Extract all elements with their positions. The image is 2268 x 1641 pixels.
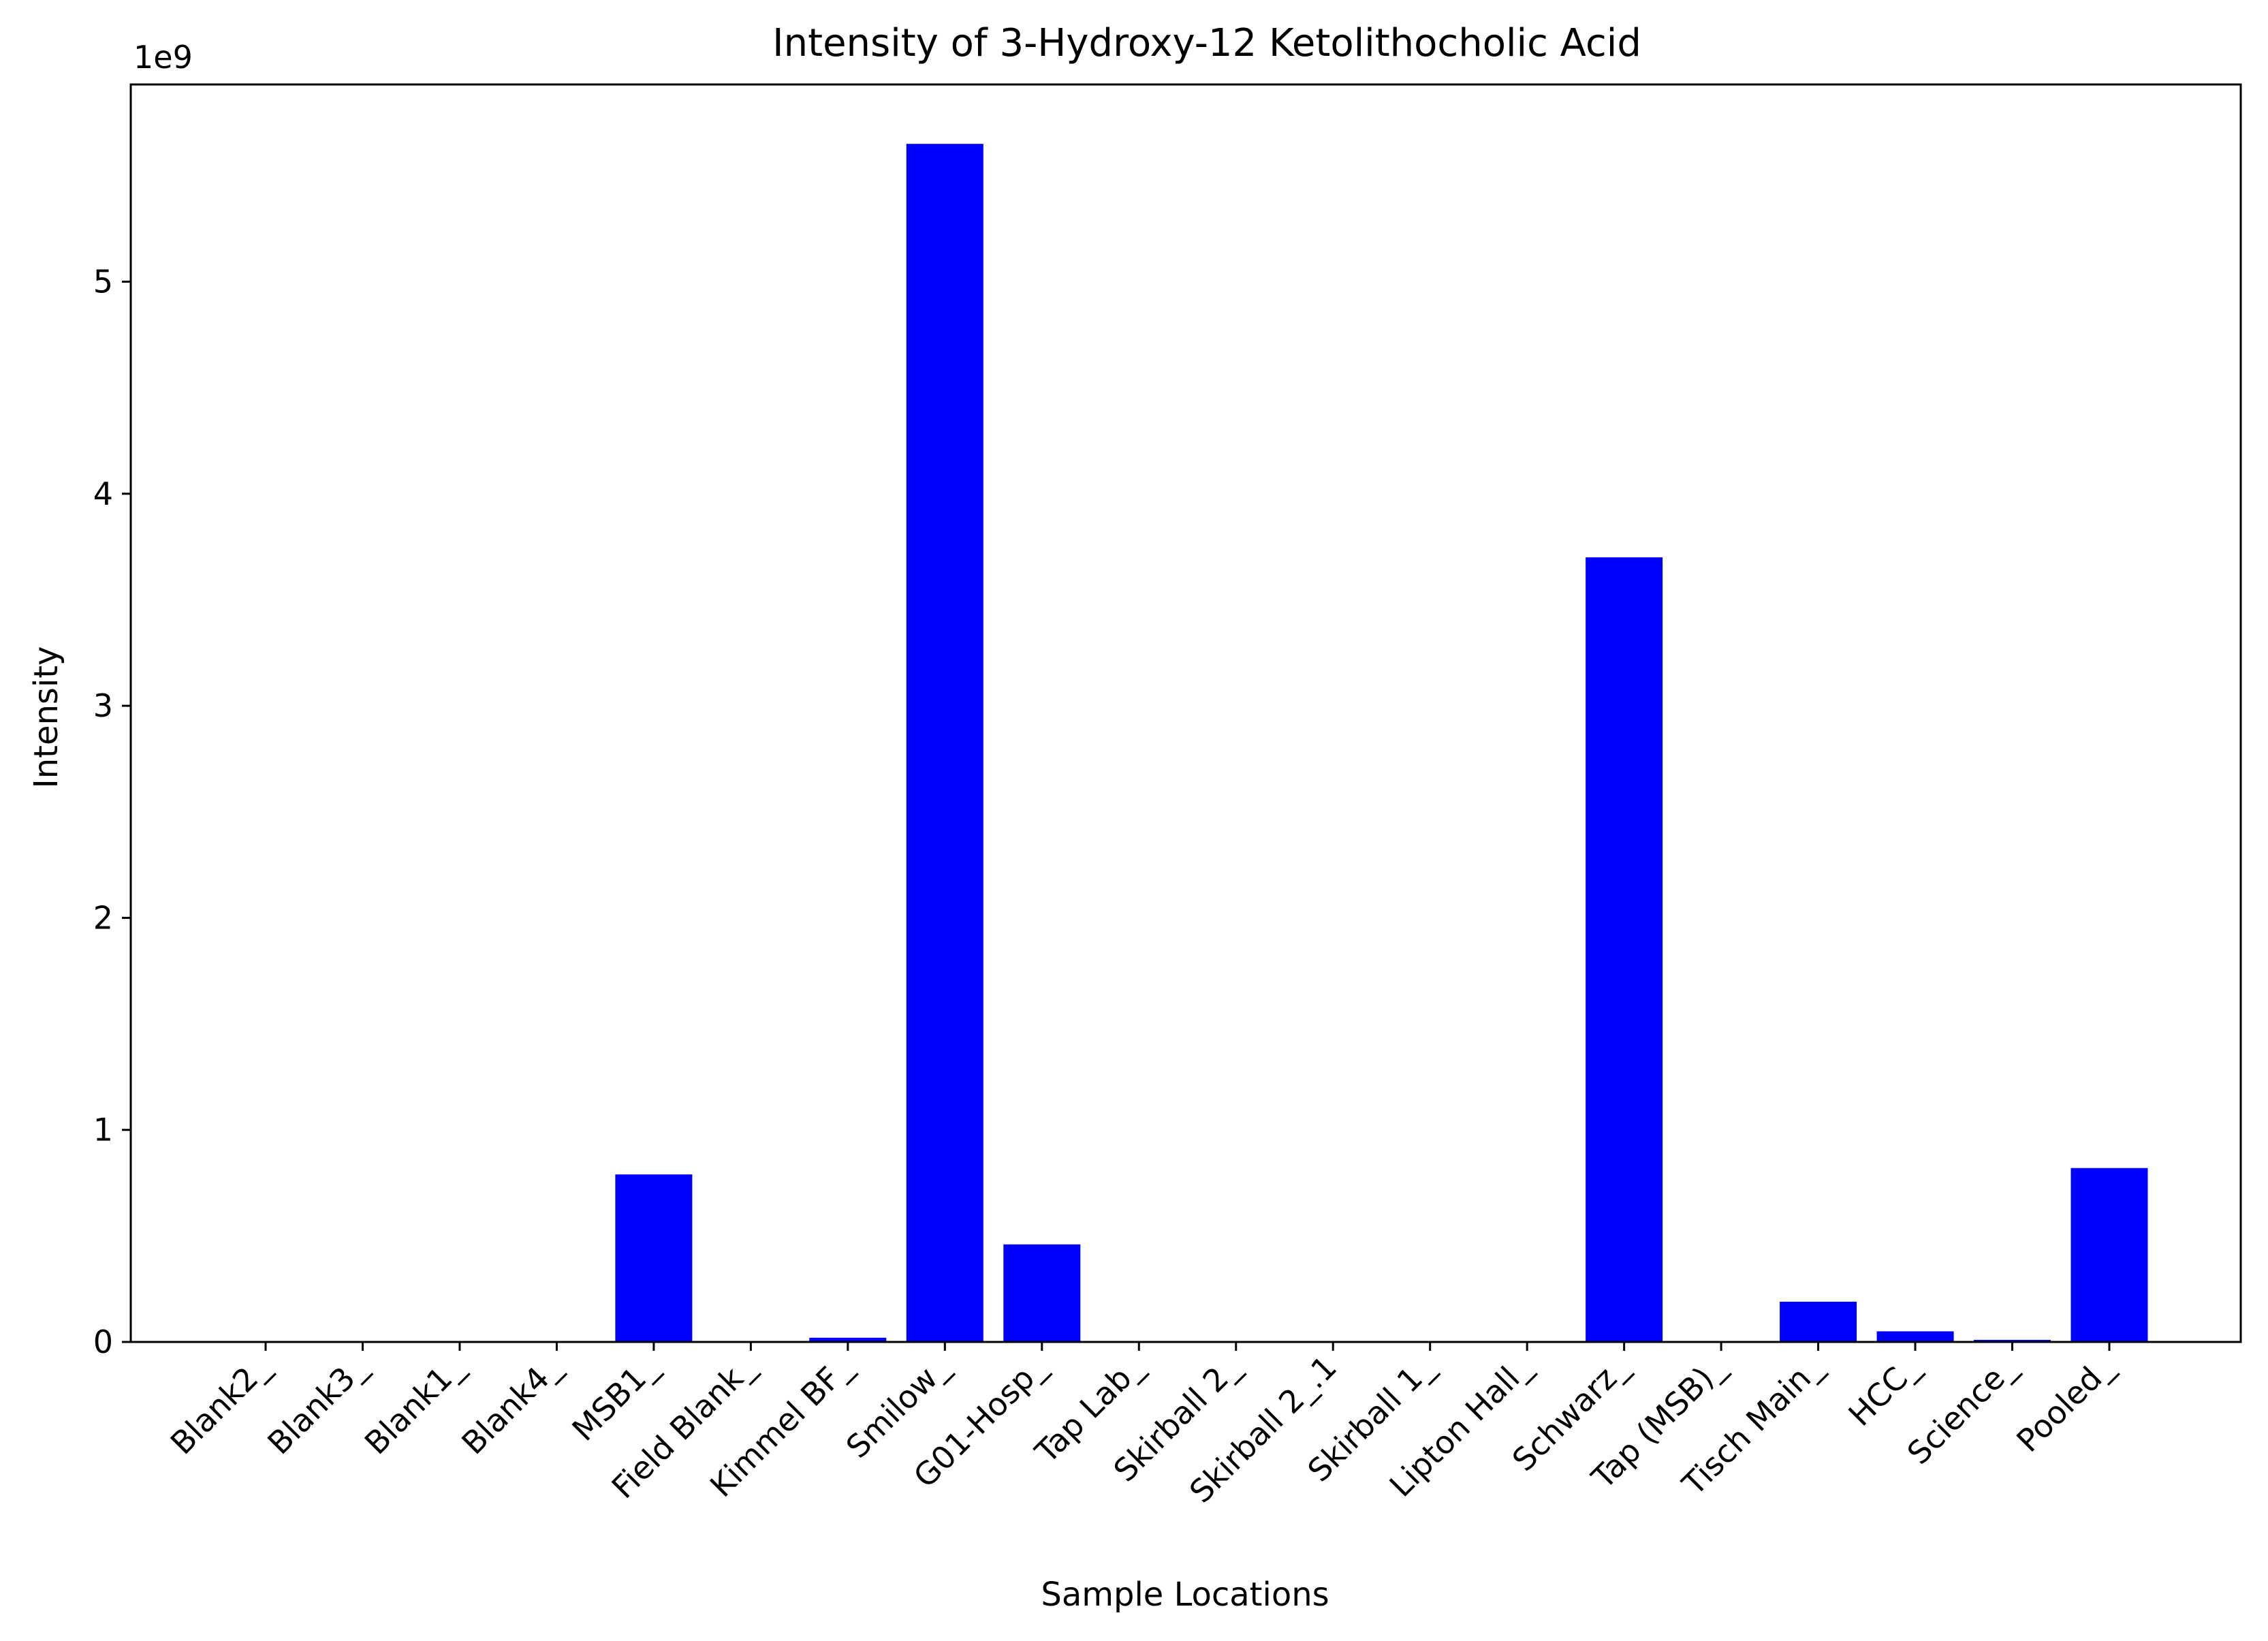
x-axis-label: Sample Locations [1041,1576,1329,1614]
bar-16 [1780,1301,1857,1342]
y-tick-label: 0 [93,1324,113,1360]
bar-7 [906,144,983,1343]
bars-group [615,144,2148,1343]
chart-title: Intensity of 3-Hydroxy-12 Ketolithocholi… [772,21,1641,65]
bar-18 [1974,1339,2051,1342]
bar-6 [809,1337,887,1342]
bar-8 [1003,1244,1081,1342]
bar-17 [1876,1331,1954,1342]
bar-14 [1586,557,1663,1343]
y-axis-multiplier: 1e9 [133,39,193,76]
y-tick-label: 5 [93,264,113,300]
y-axis-label: Intensity [27,646,65,789]
y-tick-label: 2 [93,899,113,936]
bar-19 [2070,1168,2148,1342]
y-axis-ticks: 0 1 2 3 4 5 [93,264,131,1360]
y-tick-label: 1 [93,1112,113,1148]
plot-frame [129,83,2242,1343]
bar-4 [615,1174,693,1342]
y-tick-label: 3 [93,687,113,724]
y-tick-label: 4 [93,475,113,512]
